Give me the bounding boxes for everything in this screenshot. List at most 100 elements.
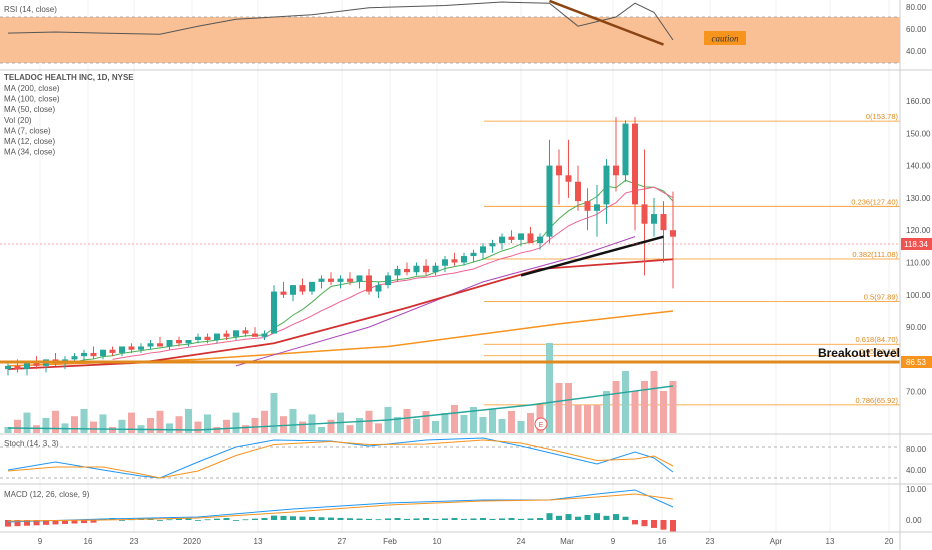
- candle-body: [100, 349, 106, 357]
- price-tick: 140.00: [906, 162, 931, 171]
- candle-body: [261, 333, 268, 337]
- candle-body: [90, 352, 97, 357]
- candle-body: [33, 362, 40, 366]
- volume-bar: [603, 391, 610, 433]
- macd-bar: [214, 518, 220, 520]
- candle-body: [24, 362, 30, 370]
- rsi-line: [7, 1, 674, 41]
- macd-bar: [271, 515, 277, 520]
- macd-bar: [309, 516, 315, 520]
- time-tick: 13: [254, 537, 263, 546]
- macd-bar: [337, 517, 344, 520]
- stoch-k-line: [7, 437, 674, 479]
- price-tick: 150.00: [906, 129, 931, 138]
- indicator-label: MA (34, close): [4, 148, 55, 157]
- candle-body: [584, 201, 591, 211]
- candle-body: [195, 336, 201, 341]
- candle-body: [480, 246, 486, 253]
- moving-averages: [7, 179, 674, 370]
- candle-body: [214, 333, 220, 341]
- macd-bar: [356, 518, 363, 520]
- volume-bar: [14, 419, 21, 433]
- macd-bar: [575, 516, 581, 520]
- candle-body: [185, 340, 192, 344]
- macd-bar: [546, 513, 553, 520]
- candle-body: [499, 236, 505, 244]
- macd-bar: [223, 518, 230, 520]
- ma100-line: [235, 236, 636, 367]
- volume-bar: [280, 416, 287, 433]
- time-tick: 2020: [183, 537, 201, 546]
- earnings-marker[interactable]: E: [534, 417, 548, 431]
- fib-label: 0(153.78): [866, 112, 899, 121]
- macd-bar: [518, 518, 524, 520]
- volume-bar: [517, 421, 525, 433]
- time-tick: 13: [826, 537, 835, 546]
- volume-bar: [99, 414, 107, 433]
- macd-bar: [62, 520, 68, 524]
- macd-bar: [119, 520, 125, 521]
- volume-bar: [622, 371, 629, 433]
- volume-bar: [574, 405, 582, 433]
- candle-body: [14, 365, 21, 370]
- macd-tick: 0.00: [906, 516, 922, 525]
- time-tick: 10: [433, 537, 442, 546]
- candlesticks: [5, 117, 676, 376]
- volume-bar: [299, 421, 306, 433]
- macd-bar: [508, 518, 515, 520]
- stoch-label: Stoch (14, 3, 3): [4, 439, 59, 448]
- candle-body: [5, 365, 11, 370]
- candle-body: [651, 214, 657, 224]
- volume-bar: [118, 419, 126, 433]
- macd-bar: [461, 518, 467, 520]
- price-tick: 70.00: [906, 388, 927, 397]
- volume-bar: [242, 425, 249, 433]
- price-tick: 90.00: [906, 323, 927, 332]
- macd-bar: [499, 518, 505, 520]
- macd-bar: [404, 518, 410, 520]
- volume-bar: [175, 416, 183, 433]
- volume-bar: [555, 383, 563, 433]
- candle-body: [347, 278, 353, 282]
- macd-bar: [14, 520, 21, 527]
- candle-body: [546, 165, 553, 237]
- macd-label: MACD (12, 26, close, 9): [4, 490, 90, 499]
- candle-body: [565, 175, 572, 182]
- support-trendline: [520, 235, 664, 277]
- volume-bar: [631, 391, 639, 433]
- macd-bar: [385, 518, 391, 520]
- candle-body: [575, 181, 581, 202]
- macd-axis: 10.00 0.00: [906, 485, 927, 525]
- volume-bar: [365, 410, 373, 433]
- stoch-d-line: [7, 439, 674, 479]
- ma50-line: [7, 258, 674, 370]
- macd-bar: [584, 514, 591, 520]
- macd-bar: [176, 518, 182, 520]
- earnings-marker-text: E: [539, 422, 544, 429]
- candle-body: [432, 265, 439, 273]
- volume-bar: [584, 405, 591, 433]
- volume-bar: [156, 410, 164, 433]
- rsi-label: RSI (14, close): [4, 5, 57, 14]
- volume-bar: [289, 409, 297, 433]
- candle-body: [594, 204, 600, 211]
- candle-body: [271, 291, 277, 334]
- macd-line: [7, 489, 674, 523]
- volume-bar: [565, 383, 572, 433]
- macd-bar: [52, 520, 59, 525]
- volume-bar: [327, 419, 335, 433]
- volume-bar: [432, 421, 439, 433]
- candle-body: [603, 165, 610, 205]
- indicator-label: MA (100, close): [4, 95, 60, 104]
- rsi-band: [0, 17, 900, 63]
- volume-bar: [90, 421, 97, 433]
- volume-bar: [460, 415, 468, 433]
- candle-body: [138, 346, 144, 350]
- volume-bar: [441, 413, 449, 433]
- candle-body: [404, 268, 410, 273]
- volume-bar: [128, 412, 135, 433]
- macd-bar: [537, 518, 543, 520]
- volume-bar: [213, 427, 221, 433]
- macd-bar: [195, 520, 201, 521]
